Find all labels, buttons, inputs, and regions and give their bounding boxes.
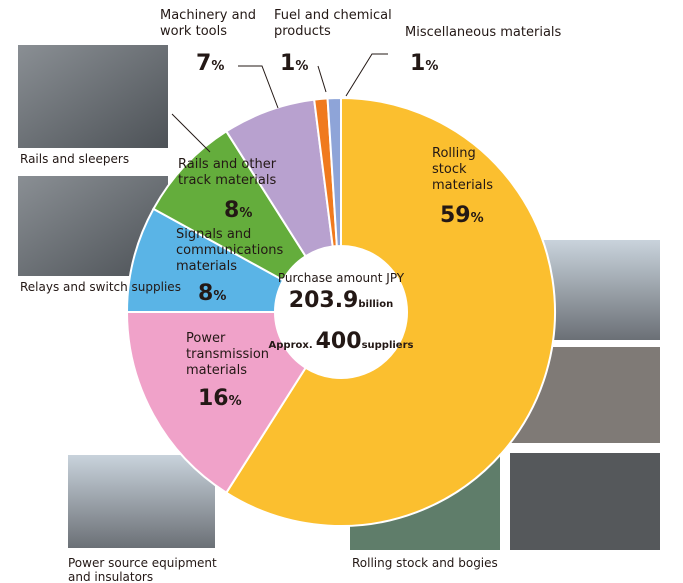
- center-label: Purchase amount JPY: [278, 271, 405, 285]
- photo-caption: Rails and sleepers: [20, 152, 129, 166]
- photo-bogie: [510, 453, 660, 550]
- percent-unit: %: [229, 394, 242, 409]
- suppliers-prefix: Approx.: [269, 340, 313, 351]
- percent-value: 1: [280, 51, 295, 76]
- percent-unit: %: [239, 206, 252, 221]
- slice-percent: 16%: [198, 386, 242, 411]
- photo-caption: Power source equipment and insulators: [68, 556, 217, 583]
- percent-value: 8: [198, 281, 213, 306]
- slice-label: Signals and communications materials: [176, 227, 284, 274]
- slice-label: Miscellaneous materials: [405, 25, 562, 40]
- center-suppliers: Approx. 400suppliers: [269, 329, 414, 354]
- pie: [125, 96, 556, 527]
- leader-line: [317, 65, 327, 93]
- slice-percent: 8%: [224, 198, 252, 223]
- slice-label: Rails and other track materials: [178, 157, 277, 188]
- percent-value: 16: [198, 386, 229, 411]
- slice-label: Machinery and work tools: [160, 8, 256, 39]
- slice-percent: 8%: [198, 281, 226, 306]
- leaders: [171, 53, 388, 153]
- suppliers-value: 400: [316, 329, 362, 354]
- donut-hole: [275, 246, 407, 378]
- percent-unit: %: [213, 289, 226, 304]
- amount-unit: billion: [358, 299, 393, 310]
- center-amount: 203.9billion: [289, 288, 393, 313]
- leader-line: [238, 65, 279, 109]
- photo-caption: Relays and switch supplies: [20, 280, 181, 294]
- slice-percent: 1%: [410, 51, 438, 76]
- photo-caption: Rolling stock and bogies: [352, 556, 498, 570]
- percent-value: 1: [410, 51, 425, 76]
- percent-unit: %: [295, 59, 308, 74]
- photo-rails: [18, 45, 168, 148]
- photo-power: [68, 455, 215, 548]
- percent-unit: %: [211, 59, 224, 74]
- amount-value: 203.9: [289, 288, 359, 313]
- suppliers-unit: suppliers: [362, 340, 414, 351]
- slice-label: Fuel and chemical products: [274, 8, 392, 39]
- leader-line: [171, 113, 211, 153]
- slice-label: Rolling stock materials: [432, 146, 493, 193]
- slice-percent: 1%: [280, 51, 308, 76]
- labels: Rolling stock materials 59% Power transmissio…: [20, 8, 562, 583]
- percent-value: 8: [224, 198, 239, 223]
- percent-unit: %: [471, 211, 484, 226]
- slice-label: Power transmission materials: [186, 331, 269, 378]
- slice-percent: 7%: [196, 51, 224, 76]
- slice-percent: 59%: [440, 203, 484, 228]
- leader-line: [345, 53, 388, 97]
- percent-value: 7: [196, 51, 211, 76]
- percent-value: 59: [440, 203, 471, 228]
- percent-unit: %: [425, 59, 438, 74]
